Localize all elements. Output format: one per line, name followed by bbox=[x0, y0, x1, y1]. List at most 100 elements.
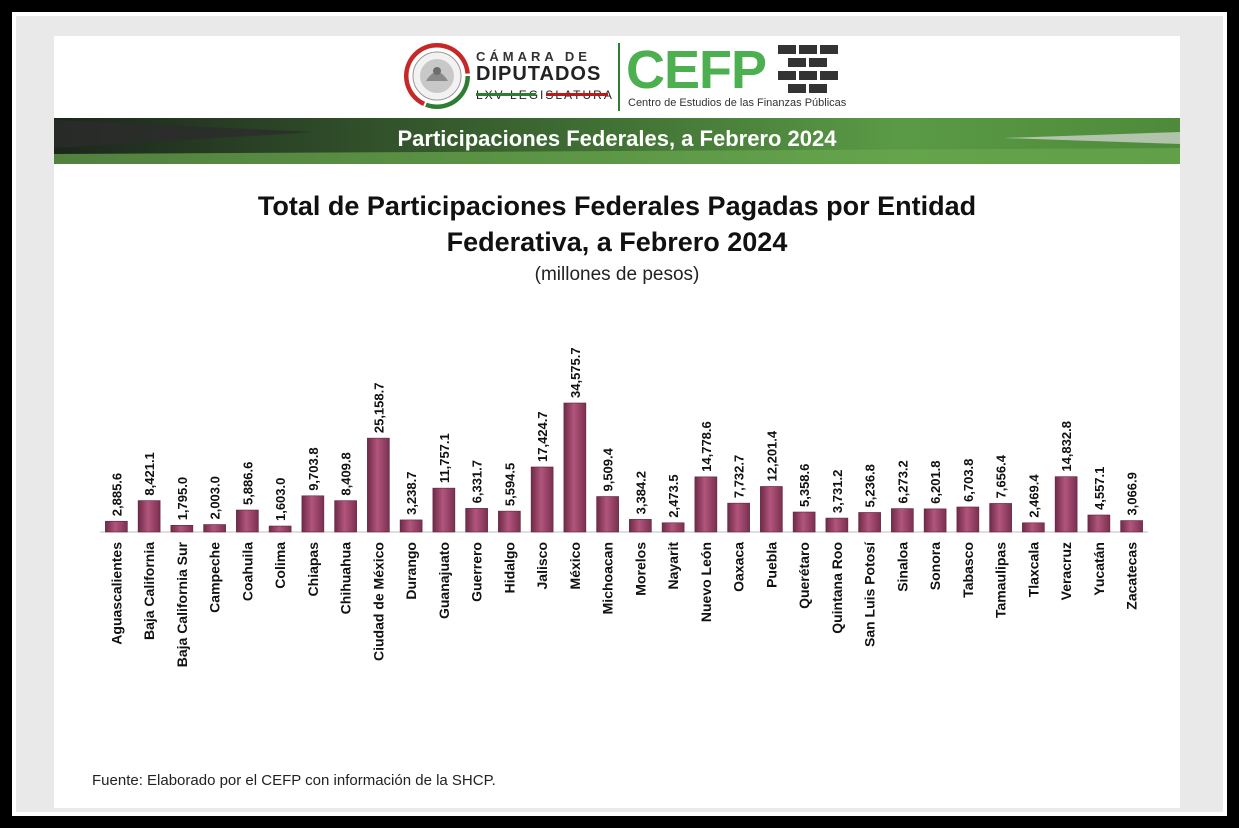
value-label-22: 3,731.2 bbox=[830, 470, 845, 513]
bar-22 bbox=[825, 517, 849, 533]
category-label-3: Campeche bbox=[207, 542, 223, 613]
category-label-0: Aguascalientes bbox=[108, 542, 124, 645]
cefp-logo: CEFP bbox=[626, 40, 767, 100]
bar-8 bbox=[367, 437, 390, 533]
source-note: Fuente: Elaborado por el CEFP con inform… bbox=[92, 772, 496, 789]
category-label-6: Chiapas bbox=[305, 542, 321, 597]
value-label-11: 6,331.7 bbox=[470, 460, 485, 503]
value-label-0: 2,885.6 bbox=[109, 473, 124, 516]
category-label-19: Oaxaca bbox=[731, 542, 747, 592]
value-label-24: 6,273.2 bbox=[895, 460, 910, 503]
category-label-11: Guerrero bbox=[469, 542, 485, 602]
bar-31 bbox=[1120, 520, 1143, 533]
cefp-grid-icon bbox=[778, 45, 838, 93]
value-label-19: 7,732.7 bbox=[732, 455, 747, 498]
category-label-15: Michoacan bbox=[600, 542, 616, 614]
value-label-16: 3,384.2 bbox=[633, 471, 648, 514]
value-label-15: 9,509.4 bbox=[601, 447, 616, 491]
category-label-7: Chihuahua bbox=[338, 542, 354, 615]
bar-18 bbox=[694, 476, 718, 533]
category-label-26: Tabasco bbox=[960, 542, 976, 598]
chart-subtitle: (millones de pesos) bbox=[534, 264, 700, 285]
bar-25 bbox=[923, 508, 947, 533]
value-label-4: 5,886.6 bbox=[240, 462, 255, 505]
category-label-21: Querétaro bbox=[796, 542, 812, 609]
value-label-17: 2,473.5 bbox=[666, 474, 681, 517]
camara-wordmark: CÁMARA DE DIPUTADOS LXV LEGISLATURA bbox=[476, 49, 614, 102]
bar-0 bbox=[105, 520, 128, 533]
bar-16 bbox=[629, 519, 652, 533]
category-label-25: Sonora bbox=[927, 542, 943, 590]
value-label-20: 12,201.4 bbox=[764, 430, 779, 481]
category-label-31: Zacatecas bbox=[1124, 542, 1140, 610]
value-label-8: 25,158.7 bbox=[371, 383, 386, 434]
category-label-27: Tamaulipas bbox=[993, 542, 1009, 618]
value-label-6: 9,703.8 bbox=[306, 447, 321, 490]
value-label-29: 14,832.8 bbox=[1059, 421, 1074, 472]
category-label-16: Morelos bbox=[632, 542, 648, 596]
category-label-1: Baja California bbox=[141, 542, 157, 640]
category-label-5: Colima bbox=[272, 542, 288, 589]
bar-1 bbox=[137, 500, 161, 533]
value-label-14: 34,575.7 bbox=[568, 347, 583, 398]
bar-24 bbox=[891, 508, 914, 533]
bar-2 bbox=[170, 525, 194, 533]
value-label-27: 7,656.4 bbox=[994, 454, 1009, 498]
category-label-28: Tlaxcala bbox=[1025, 542, 1041, 597]
bar-7 bbox=[334, 500, 357, 533]
category-label-4: Coahuila bbox=[239, 542, 255, 601]
category-label-20: Puebla bbox=[763, 542, 779, 588]
category-label-22: Quintana Roo bbox=[829, 542, 845, 634]
bar-10 bbox=[432, 487, 456, 533]
camara-line3: LXV LEGISLATURA bbox=[476, 88, 614, 102]
cefp-subtitle: Centro de Estudios de las Finanzas Públi… bbox=[628, 97, 847, 109]
category-label-13: Jalisco bbox=[534, 542, 550, 589]
chart-title-line1: Total de Participaciones Federales Pagad… bbox=[257, 191, 977, 221]
value-label-10: 11,757.1 bbox=[437, 433, 452, 483]
bar-17 bbox=[661, 522, 685, 533]
bar-29 bbox=[1054, 476, 1078, 533]
logo-divider bbox=[618, 43, 620, 111]
banner-background bbox=[54, 118, 1180, 164]
category-label-24: Sinaloa bbox=[894, 542, 910, 592]
value-label-9: 3,238.7 bbox=[404, 472, 419, 515]
value-label-28: 2,469.4 bbox=[1026, 474, 1041, 518]
bar-6 bbox=[301, 495, 325, 533]
camara-line1: CÁMARA DE bbox=[476, 49, 591, 64]
category-label-30: Yucatán bbox=[1091, 542, 1107, 596]
bar-4 bbox=[236, 509, 259, 533]
category-label-23: San Luis Potosí bbox=[862, 541, 878, 647]
bar-28 bbox=[1022, 522, 1045, 533]
value-label-3: 2,003.0 bbox=[208, 476, 223, 519]
value-label-21: 5,358.6 bbox=[797, 464, 812, 507]
bar-12 bbox=[498, 510, 521, 533]
bar-9 bbox=[399, 519, 423, 533]
category-label-9: Durango bbox=[403, 542, 419, 600]
bar-14 bbox=[563, 402, 587, 533]
green-stripe bbox=[476, 93, 536, 96]
bar-13 bbox=[530, 466, 554, 533]
value-label-18: 14,778.6 bbox=[699, 421, 714, 472]
category-label-12: Hidalgo bbox=[501, 542, 517, 593]
bar-11 bbox=[465, 508, 488, 533]
value-label-30: 4,557.1 bbox=[1092, 467, 1107, 510]
value-label-13: 17,424.7 bbox=[535, 411, 550, 462]
bar-5 bbox=[268, 525, 292, 533]
bar-3 bbox=[203, 524, 226, 533]
bar-26 bbox=[956, 506, 980, 533]
value-label-23: 5,236.8 bbox=[863, 464, 878, 507]
chart-title-line2: Federativa, a Febrero 2024 bbox=[446, 227, 788, 257]
category-label-14: México bbox=[567, 542, 583, 589]
banner-title: Participaciones Federales, a Febrero 202… bbox=[397, 126, 837, 151]
bar-23 bbox=[858, 512, 881, 533]
camara-line2: DIPUTADOS bbox=[476, 63, 602, 85]
value-label-2: 1,795.0 bbox=[175, 477, 190, 520]
value-label-7: 8,409.8 bbox=[339, 452, 354, 495]
bar-19 bbox=[727, 502, 750, 533]
red-stripe bbox=[546, 93, 608, 96]
category-label-17: Nayarit bbox=[665, 542, 681, 590]
value-label-12: 5,594.5 bbox=[502, 463, 517, 506]
bar-30 bbox=[1087, 514, 1111, 533]
value-label-25: 6,201.8 bbox=[928, 460, 943, 503]
